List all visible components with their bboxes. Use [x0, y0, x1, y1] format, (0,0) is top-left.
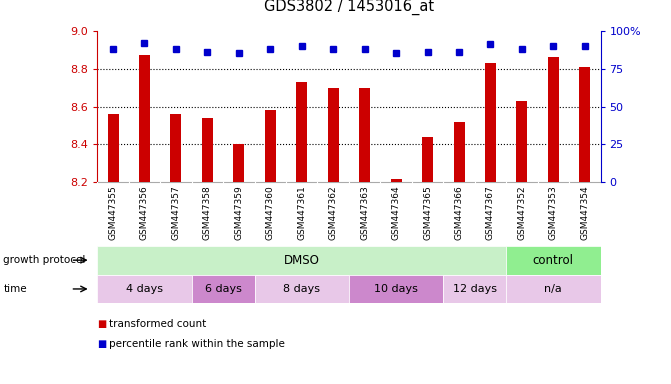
- Bar: [296, 82, 307, 182]
- Bar: [327, 88, 339, 182]
- Text: GSM447359: GSM447359: [234, 185, 244, 240]
- Bar: [579, 67, 590, 182]
- Bar: [506, 246, 601, 275]
- Bar: [506, 275, 601, 303]
- Bar: [139, 55, 150, 182]
- Bar: [97, 275, 192, 303]
- Text: GSM447366: GSM447366: [454, 185, 464, 240]
- Text: GSM447355: GSM447355: [109, 185, 117, 240]
- Text: growth protocol: growth protocol: [3, 255, 86, 265]
- Text: DMSO: DMSO: [284, 254, 319, 266]
- Bar: [192, 275, 254, 303]
- Text: 8 days: 8 days: [283, 284, 320, 294]
- Text: GSM447358: GSM447358: [203, 185, 212, 240]
- Bar: [265, 110, 276, 182]
- Text: ■: ■: [97, 319, 107, 329]
- Bar: [454, 122, 464, 182]
- Bar: [422, 137, 433, 182]
- Bar: [359, 88, 370, 182]
- Bar: [517, 101, 527, 182]
- Text: 6 days: 6 days: [205, 284, 242, 294]
- Text: transformed count: transformed count: [109, 319, 207, 329]
- Bar: [548, 57, 559, 182]
- Bar: [97, 246, 506, 275]
- Text: GSM447363: GSM447363: [360, 185, 369, 240]
- Bar: [349, 275, 444, 303]
- Text: GDS3802 / 1453016_at: GDS3802 / 1453016_at: [264, 0, 434, 15]
- Text: GSM447357: GSM447357: [171, 185, 180, 240]
- Text: ■: ■: [97, 339, 107, 349]
- Text: GSM447362: GSM447362: [329, 185, 338, 240]
- Text: GSM447360: GSM447360: [266, 185, 275, 240]
- Text: GSM447361: GSM447361: [297, 185, 306, 240]
- Text: GSM447356: GSM447356: [140, 185, 149, 240]
- Text: 10 days: 10 days: [374, 284, 418, 294]
- Text: GSM447365: GSM447365: [423, 185, 432, 240]
- Bar: [444, 275, 506, 303]
- Text: GSM447367: GSM447367: [486, 185, 495, 240]
- Text: GSM447364: GSM447364: [392, 185, 401, 240]
- Bar: [485, 63, 496, 182]
- Bar: [254, 275, 349, 303]
- Text: GSM447353: GSM447353: [549, 185, 558, 240]
- Text: time: time: [3, 284, 27, 294]
- Text: GSM447352: GSM447352: [517, 185, 527, 240]
- Text: percentile rank within the sample: percentile rank within the sample: [109, 339, 285, 349]
- Text: control: control: [533, 254, 574, 266]
- Bar: [391, 179, 402, 182]
- Bar: [107, 114, 119, 182]
- Text: n/a: n/a: [544, 284, 562, 294]
- Bar: [170, 114, 181, 182]
- Text: GSM447354: GSM447354: [580, 185, 589, 240]
- Bar: [234, 144, 244, 182]
- Text: 4 days: 4 days: [126, 284, 163, 294]
- Text: 12 days: 12 days: [453, 284, 497, 294]
- Bar: [202, 118, 213, 182]
